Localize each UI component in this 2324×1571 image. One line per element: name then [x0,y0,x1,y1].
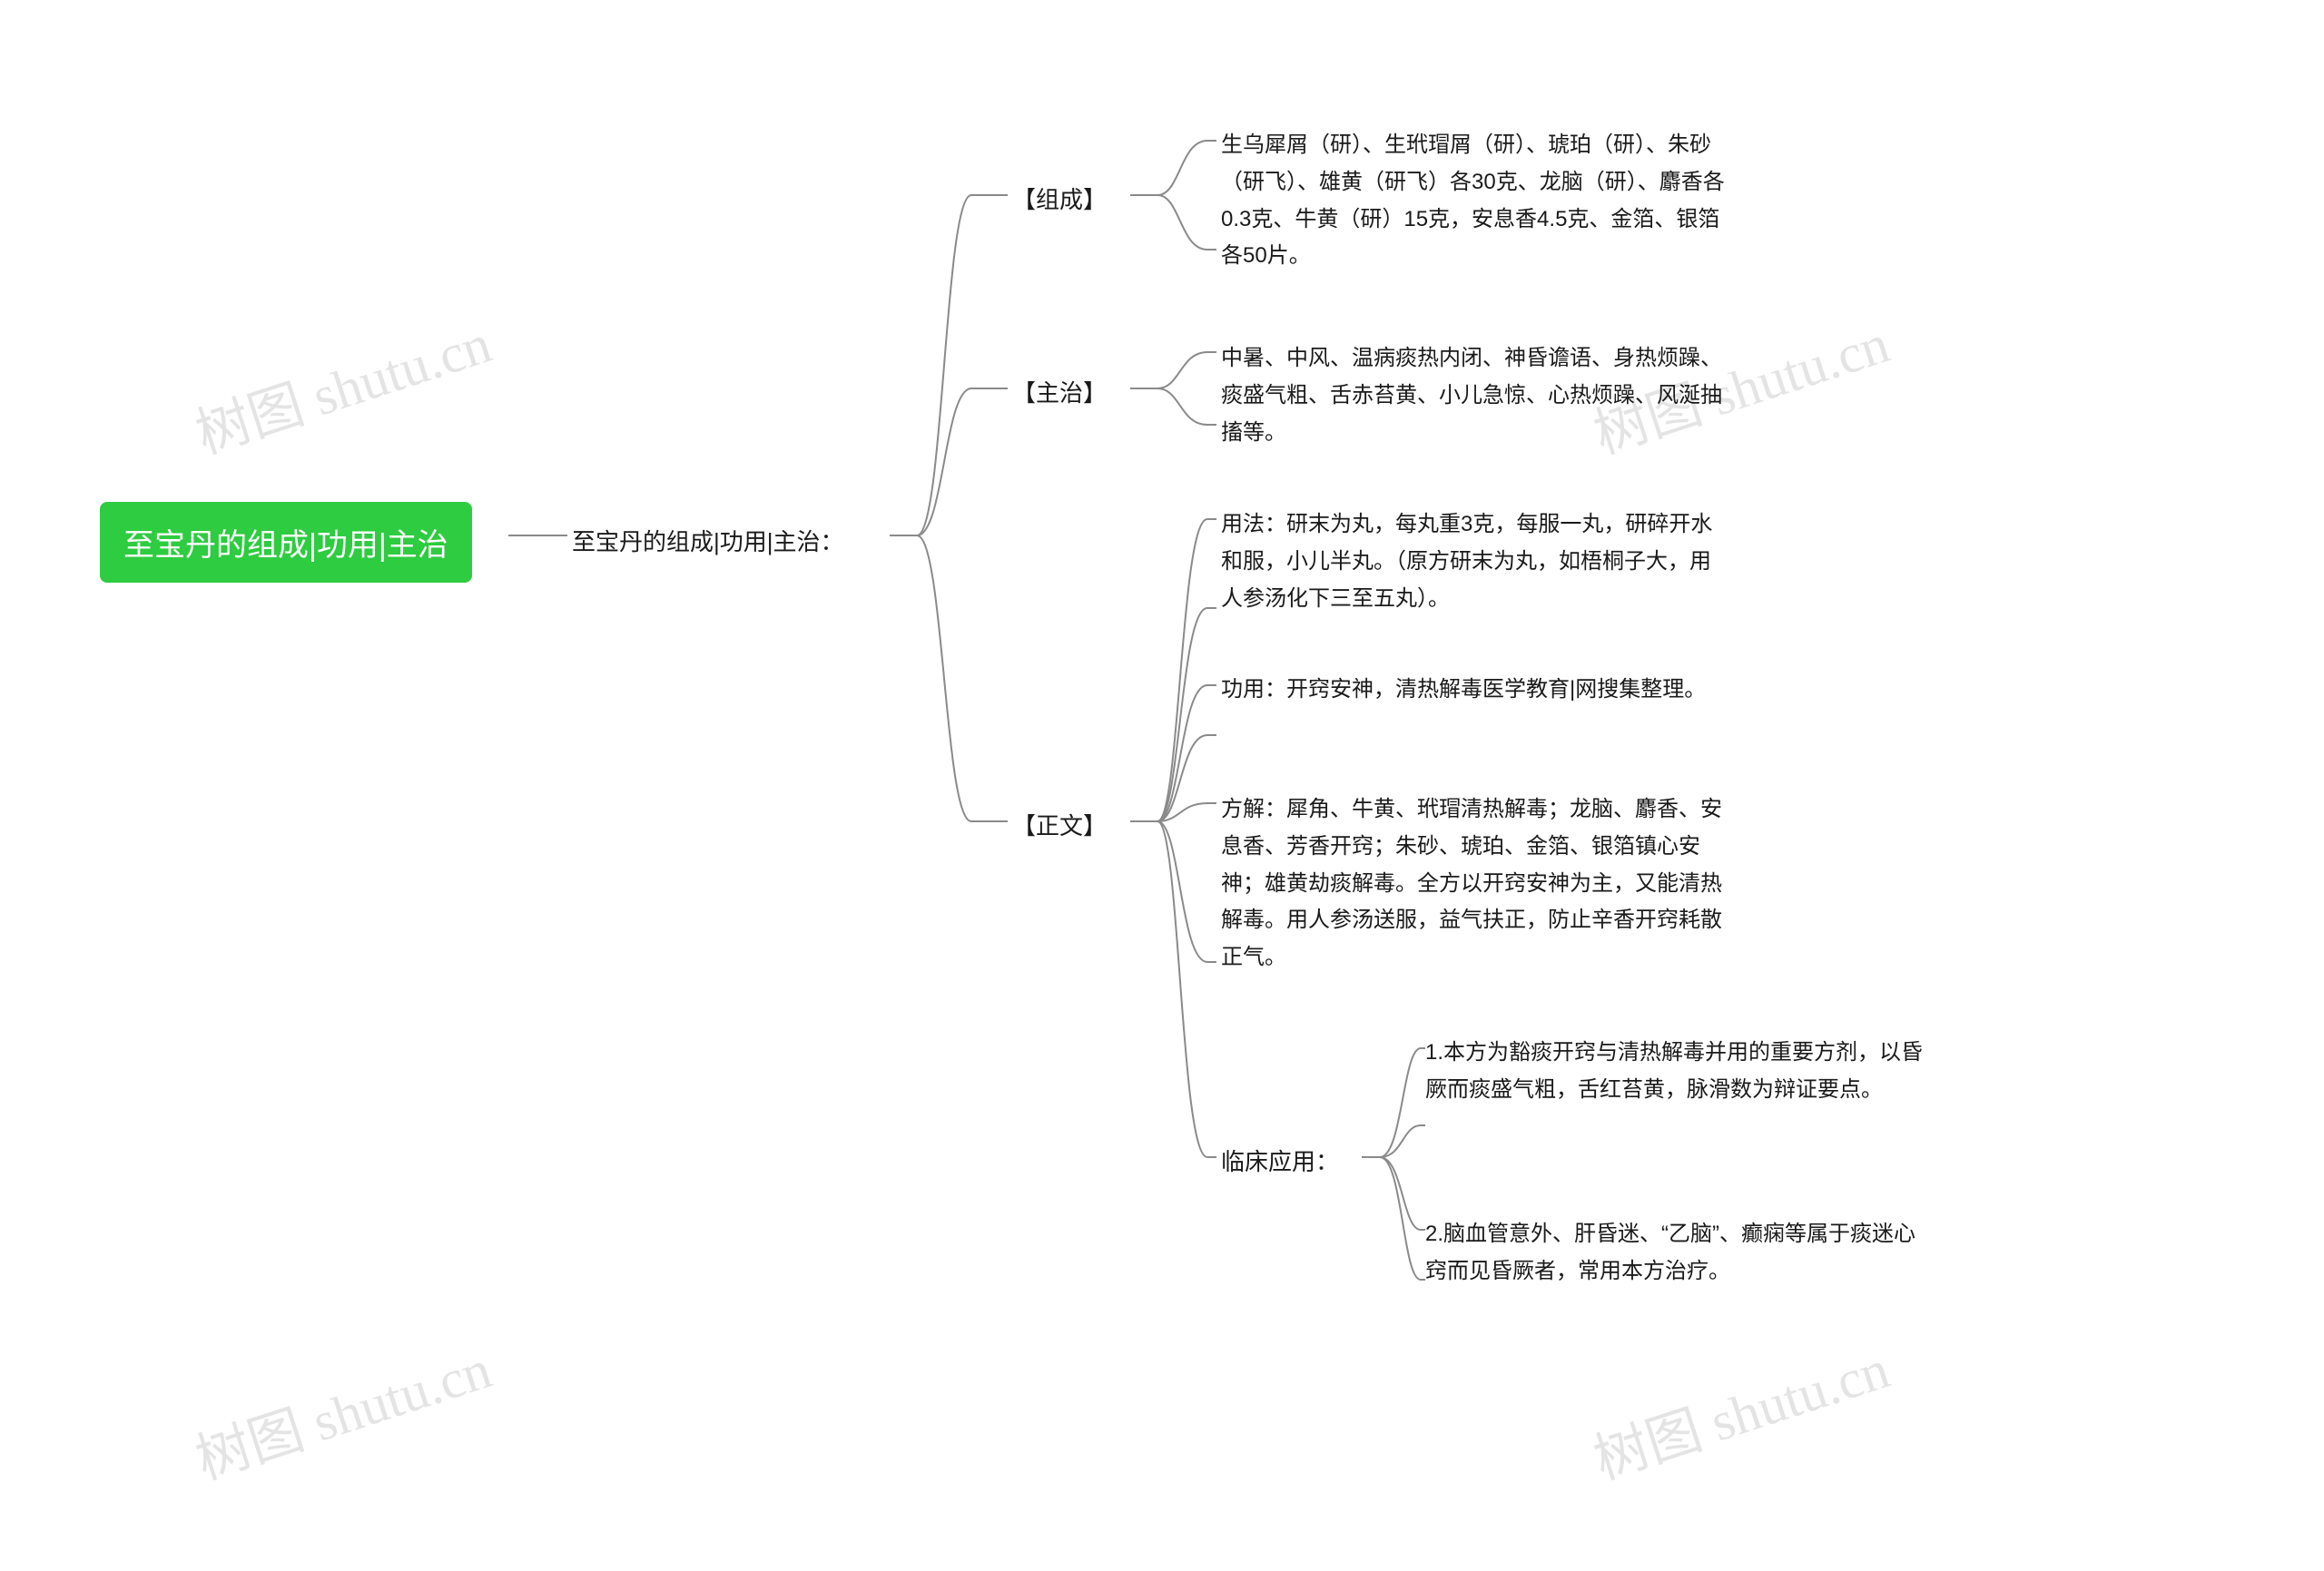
maintext-analysis: 方解：犀角、牛黄、玳瑁清热解毒；龙脑、麝香、安息香、芳香开窍；朱砂、琥珀、金箔、… [1221,791,1729,977]
maintext-function: 功用：开窍安神，清热解毒医学教育|网搜集整理。 [1221,672,1729,709]
maintext-usage: 用法：研末为丸，每丸重3克，每服一丸，研碎开水和服，小儿半丸。（原方研末为丸，如… [1221,506,1729,617]
watermark: 树图 shutu.cn [184,299,499,469]
level1-node[interactable]: 至宝丹的组成|功用|主治： [572,524,844,557]
mindmap-connectors [0,0,2324,1571]
maintext-label[interactable]: 【正文】 [1012,808,1107,841]
clinical-item-1: 1.本方为豁痰开窍与清热解毒并用的重要方剂，以昏厥而痰盛气粗，舌红苔黄，脉滑数为… [1425,1035,1934,1109]
indication-label[interactable]: 【主治】 [1012,375,1107,408]
composition-text: 生乌犀屑（研）、生玳瑁屑（研）、琥珀（研）、朱砂（研飞）、雄黄（研飞）各30克、… [1221,127,1729,275]
clinical-item-2: 2.脑血管意外、肝昏迷、“乙脑”、癫痫等属于痰迷心窍而见昏厥者，常用本方治疗。 [1425,1216,1934,1291]
clinical-label[interactable]: 临床应用： [1221,1144,1339,1177]
indication-text: 中暑、中风、温病痰热内闭、神昏谵语、身热烦躁、痰盛气粗、舌赤苔黄、小儿急惊、心热… [1221,340,1729,451]
watermark: 树图 shutu.cn [184,1325,499,1495]
watermark: 树图 shutu.cn [1582,1325,1897,1495]
composition-label[interactable]: 【组成】 [1012,182,1107,215]
root-node[interactable]: 至宝丹的组成|功用|主治 [100,502,472,583]
